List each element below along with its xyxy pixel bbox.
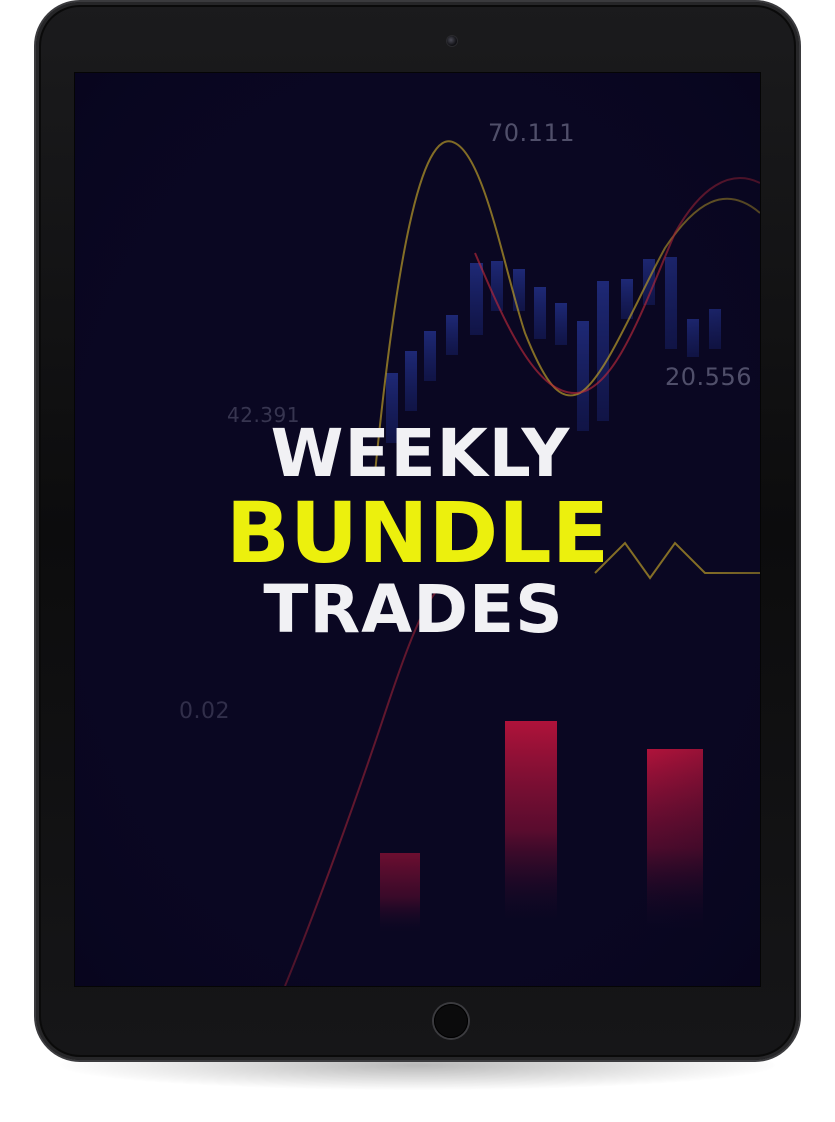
title-line-trades: TRADES (263, 571, 564, 648)
cover-title: WEEKLY BUNDLE TRADES (75, 421, 760, 643)
home-button-icon (434, 1004, 468, 1038)
title-line-bundle: BUNDLE (225, 484, 610, 582)
chart-value-label: 0.02 (179, 699, 230, 724)
chart-value-label: 42.391 (227, 403, 300, 427)
camera-icon (447, 36, 457, 46)
chart-value-label: 70.111 (488, 119, 575, 147)
tablet-screen: 70.111 20.556 42.391 0.02 WEEKLY BUNDLE … (75, 73, 760, 986)
chart-value-label: 20.556 (665, 363, 752, 391)
background-chart (75, 73, 760, 986)
title-line-weekly: WEEKLY (270, 415, 571, 492)
screen-vignette (75, 73, 760, 986)
